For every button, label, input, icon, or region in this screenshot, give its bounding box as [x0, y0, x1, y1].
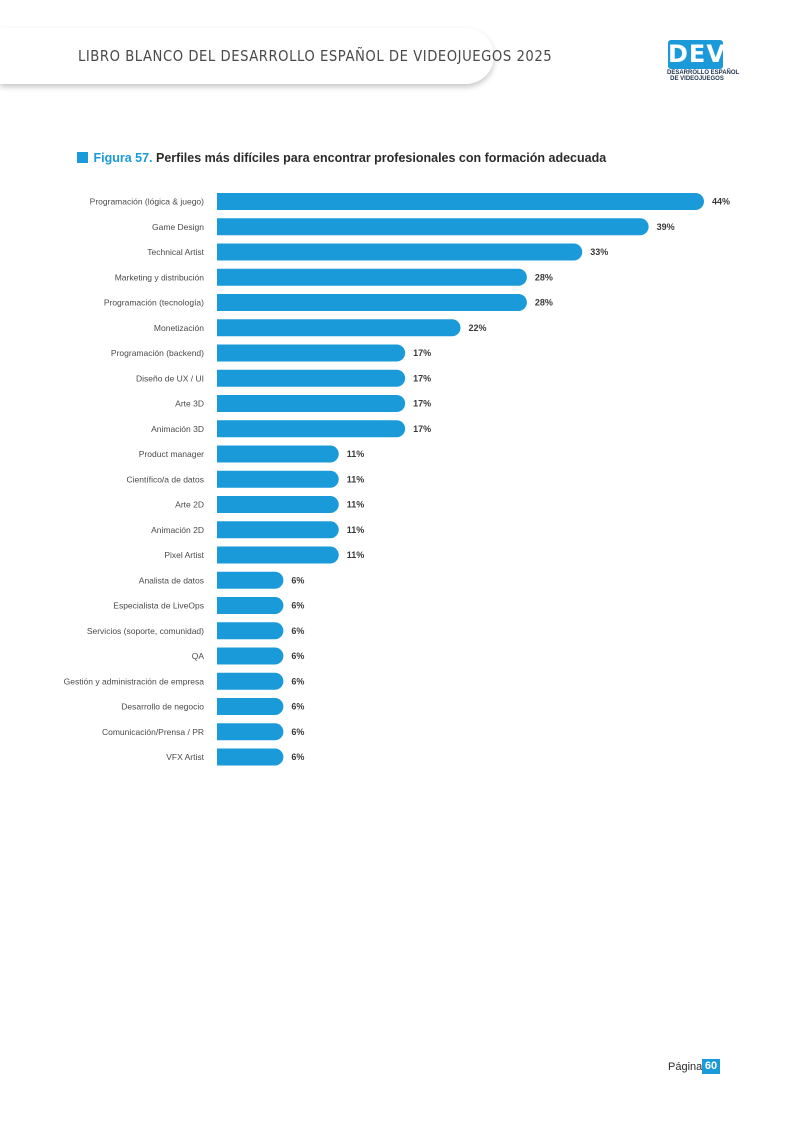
bar — [207, 470, 339, 488]
bar — [207, 445, 339, 463]
bar — [207, 319, 461, 337]
value-label: 17% — [413, 424, 431, 434]
value-label: 17% — [413, 373, 431, 383]
value-label: 17% — [413, 348, 431, 358]
category-label: Especialista de LiveOps — [113, 601, 204, 611]
category-label: Comunicación/Prensa / PR — [102, 727, 204, 737]
bar — [207, 268, 527, 286]
value-label: 28% — [535, 298, 553, 308]
dev-logo: DEV DESARROLLO ESPAÑOL DE VIDEOJUEGOS — [667, 40, 740, 84]
page-label: Página — [668, 1061, 703, 1073]
category-label: Animación 2D — [151, 525, 204, 535]
bar — [207, 496, 339, 513]
category-label: Pixel Artist — [164, 550, 204, 560]
category-label: Monetización — [154, 323, 204, 333]
value-label: 44% — [712, 197, 730, 207]
value-label: 11% — [347, 449, 365, 459]
category-label: Arte 3D — [175, 399, 204, 409]
bar — [207, 647, 284, 665]
figure-marker-square — [77, 152, 88, 163]
category-label: Analista de datos — [139, 575, 204, 585]
value-label: 6% — [291, 702, 304, 712]
bar — [207, 672, 284, 690]
category-label: QA — [192, 651, 205, 661]
category-label: Gestión y administración de empresa — [64, 676, 205, 686]
logo-mark: DEV — [668, 40, 726, 69]
bar — [207, 597, 284, 614]
value-label: 6% — [291, 727, 304, 737]
bar — [207, 546, 339, 564]
category-label: Científico/a de datos — [127, 474, 205, 484]
bar — [207, 369, 406, 387]
category-label: Arte 2D — [175, 500, 204, 510]
bar — [207, 294, 527, 311]
bar — [207, 218, 649, 236]
category-label: Marketing y distribución — [115, 272, 205, 282]
category-label: Diseño de UX / UI — [136, 373, 204, 383]
category-label: Servicios (soporte, comunidad) — [87, 626, 204, 636]
figure-title: Figura 57. Perfiles más difíciles para e… — [77, 151, 606, 165]
value-label: 6% — [291, 575, 304, 585]
figure-number: Figura 57. — [93, 151, 153, 165]
bar — [207, 420, 406, 438]
category-label: Animación 3D — [151, 424, 204, 434]
bar — [207, 698, 284, 715]
category-label: Product manager — [139, 449, 204, 459]
logo-text-line1: DESARROLLO ESPAÑOL — [667, 70, 740, 76]
page-number: 60 — [702, 1059, 720, 1074]
value-label: 11% — [347, 525, 365, 535]
category-label: Programación (backend) — [111, 348, 204, 358]
value-label: 22% — [469, 323, 487, 333]
bar — [207, 723, 284, 741]
document-title: LIBRO BLANCO DEL DESARROLLO ESPAÑOL DE V… — [78, 47, 553, 65]
bar — [207, 243, 583, 261]
category-label: Programación (tecnología) — [104, 298, 204, 308]
bar — [207, 395, 406, 412]
category-label: VFX Artist — [166, 752, 204, 762]
bar — [207, 344, 406, 362]
value-label: 6% — [291, 651, 304, 661]
value-label: 17% — [413, 399, 431, 409]
bar-left-edge-mask — [206, 191, 217, 776]
logo-text-line2: DE VIDEOJUEGOS — [670, 76, 724, 82]
value-label: 6% — [291, 752, 304, 762]
value-label: 11% — [347, 500, 365, 510]
bar — [207, 193, 704, 210]
bar — [207, 748, 284, 766]
value-label: 6% — [291, 626, 304, 636]
category-label: Game Design — [152, 222, 204, 232]
value-label: 6% — [291, 601, 304, 611]
value-label: 39% — [657, 222, 675, 232]
figure-caption: Perfiles más difíciles para encontrar pr… — [156, 151, 607, 165]
value-label: 28% — [535, 272, 553, 282]
bar — [207, 571, 284, 589]
value-label: 33% — [590, 247, 608, 257]
category-label: Programación (lógica & juego) — [90, 197, 205, 207]
bar — [207, 521, 339, 539]
category-label: Technical Artist — [147, 247, 204, 257]
value-label: 11% — [347, 550, 365, 560]
header-band — [0, 28, 494, 84]
bar — [207, 622, 284, 640]
value-label: 6% — [291, 676, 304, 686]
value-label: 11% — [347, 474, 365, 484]
category-label: Desarrollo de negocio — [121, 702, 204, 712]
